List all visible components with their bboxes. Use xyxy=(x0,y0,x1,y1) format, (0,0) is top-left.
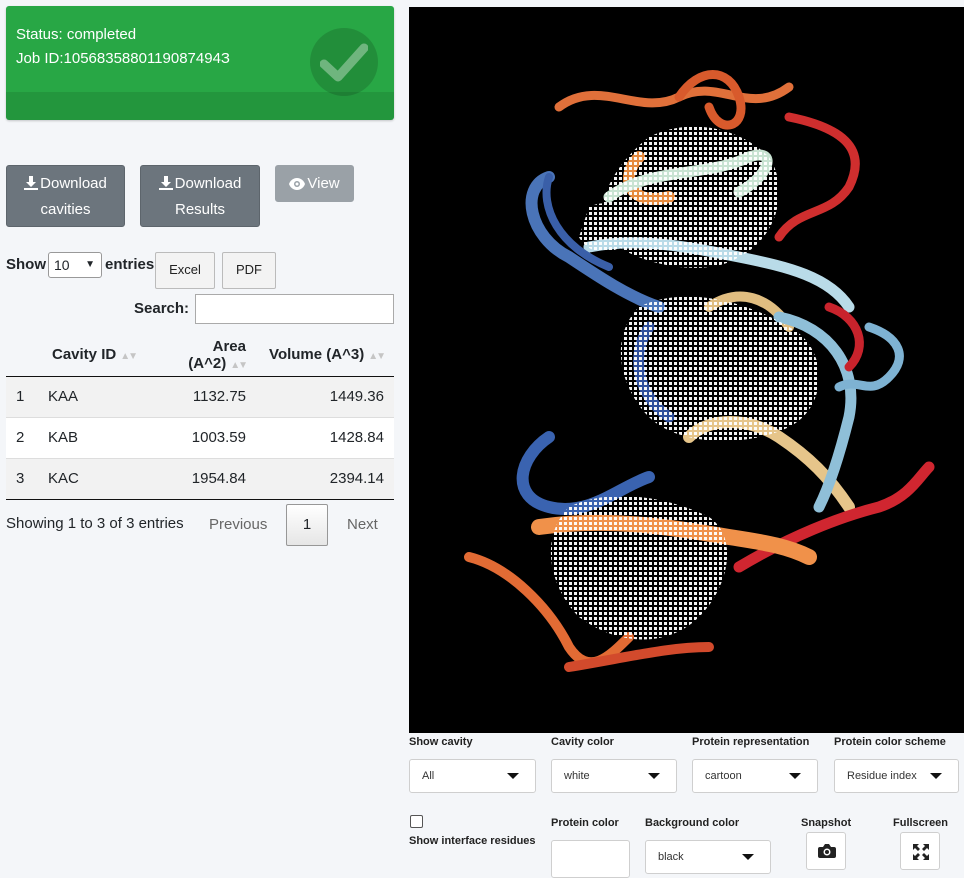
download-results-button[interactable]: Download Results xyxy=(140,165,260,227)
entries-select[interactable]: 10 ▼ xyxy=(48,252,102,278)
background-color-label: Background color xyxy=(645,817,740,829)
column-header-area[interactable]: Area (A^2) ▲▼ xyxy=(146,334,256,377)
table-info: Showing 1 to 3 of 3 entries xyxy=(6,515,184,532)
protein-color-label: Protein color xyxy=(551,817,619,829)
column-header-volume[interactable]: Volume (A^3) ▲▼ xyxy=(256,334,394,377)
protein-color-scheme-label: Protein color scheme xyxy=(834,736,946,748)
table-row[interactable]: 3 KAC 1954.84 2394.14 xyxy=(6,458,394,500)
background-color-select[interactable]: black xyxy=(645,840,771,874)
eye-icon xyxy=(289,168,306,203)
snapshot-label: Snapshot xyxy=(801,817,852,829)
previous-button[interactable]: Previous xyxy=(209,516,268,533)
excel-button[interactable]: Excel xyxy=(155,252,215,289)
caret-down-icon xyxy=(789,773,801,779)
caret-down-icon xyxy=(930,773,942,779)
job-id-text: Job ID:1056835880119087494З xyxy=(16,50,230,67)
expand-icon xyxy=(913,844,929,860)
view-button[interactable]: View xyxy=(275,165,354,202)
download-icon xyxy=(24,174,39,198)
download-icon xyxy=(158,174,173,198)
cavity-table: Cavity ID ▲▼ Area (A^2) ▲▼ Volume (A^3) ▲▼ … xyxy=(6,334,394,500)
page-1-button[interactable]: 1 xyxy=(286,504,328,546)
status-footer xyxy=(6,92,394,120)
search-input[interactable] xyxy=(195,294,394,324)
protein-color-scheme-select[interactable]: Residue index xyxy=(834,759,959,793)
table-row[interactable]: 1 KAA 1132.75 1449.36 xyxy=(6,376,394,418)
cavity-color-select[interactable]: white xyxy=(551,759,677,793)
cavity-color-label: Cavity color xyxy=(551,736,614,748)
show-interface-residues-checkbox[interactable] xyxy=(410,815,423,828)
pdf-button[interactable]: PDF xyxy=(222,252,276,289)
sort-icon: ▲▼ xyxy=(368,351,386,363)
download-cavities-button[interactable]: Download cavities xyxy=(6,165,125,227)
column-header-cavity-id[interactable]: Cavity ID ▲▼ xyxy=(36,334,146,377)
show-label: Show xyxy=(6,256,46,273)
entries-label: entries xyxy=(105,256,155,273)
checkmark-icon xyxy=(310,28,378,96)
table-row[interactable]: 2 KAB 1003.59 1428.84 xyxy=(6,417,394,459)
next-button[interactable]: Next xyxy=(347,516,378,533)
table-header-row: Cavity ID ▲▼ Area (A^2) ▲▼ Volume (A^3) ▲▼ xyxy=(6,334,394,377)
show-cavity-select[interactable]: All xyxy=(409,759,536,793)
status-text: Status: completed xyxy=(16,26,137,43)
fullscreen-label: Fullscreen xyxy=(893,817,949,829)
protein-color-input[interactable] xyxy=(551,840,630,878)
sort-icon: ▲▼ xyxy=(230,359,248,371)
search-label: Search: xyxy=(134,300,190,317)
caret-down-icon xyxy=(507,773,519,779)
chevron-down-icon: ▼ xyxy=(85,259,95,270)
camera-icon xyxy=(818,844,836,858)
caret-down-icon xyxy=(648,773,660,779)
sort-icon: ▲▼ xyxy=(120,351,138,363)
fullscreen-button[interactable] xyxy=(900,832,940,870)
molecule-viewer-canvas[interactable] xyxy=(409,7,964,733)
job-status-box: Status: completed Job ID:105683588011908… xyxy=(6,6,394,120)
caret-down-icon xyxy=(742,854,754,860)
protein-representation-select[interactable]: cartoon xyxy=(692,759,818,793)
snapshot-button[interactable] xyxy=(806,832,846,870)
column-header-index xyxy=(6,334,36,377)
protein-structure-image xyxy=(464,70,935,672)
show-cavity-label: Show cavity xyxy=(409,736,473,748)
protein-representation-label: Protein representation xyxy=(692,736,810,748)
show-interface-residues-label: Show interface residues xyxy=(409,835,536,847)
